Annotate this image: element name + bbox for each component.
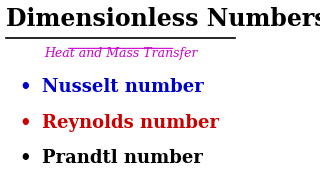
Text: •: • [20, 78, 31, 96]
Text: Dimensionless Numbers: Dimensionless Numbers [6, 7, 320, 31]
Text: •: • [20, 114, 31, 132]
Text: Prandtl number: Prandtl number [42, 149, 203, 167]
Text: Heat and Mass Transfer: Heat and Mass Transfer [44, 48, 197, 60]
Text: Reynolds number: Reynolds number [42, 114, 219, 132]
Text: Nusselt number: Nusselt number [42, 78, 204, 96]
Text: •: • [20, 149, 31, 167]
